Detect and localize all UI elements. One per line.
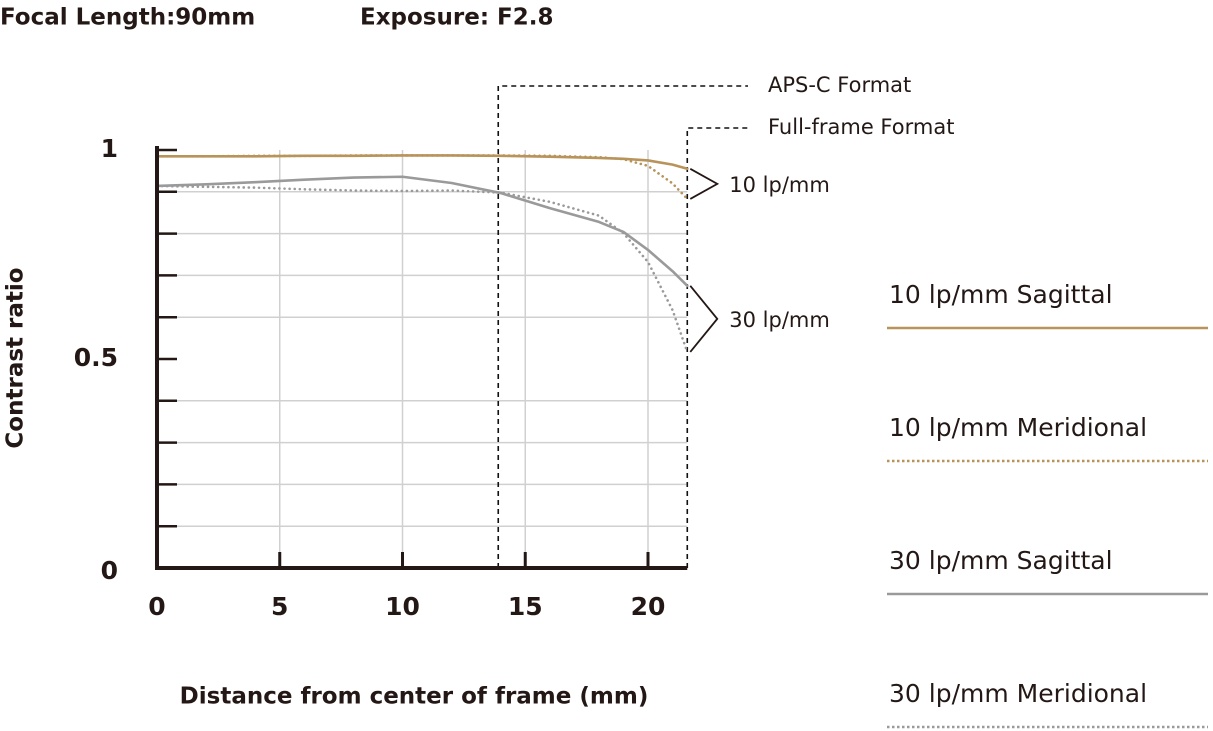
x-tick-label: 10 (385, 592, 420, 621)
x-tick-label: 0 (148, 592, 165, 621)
y-tick-label: 0.5 (74, 343, 118, 372)
legend-label: 30 lp/mm Sagittal (889, 546, 1113, 575)
format-label: APS-C Format (768, 73, 911, 97)
group-label: 10 lp/mm (729, 173, 830, 197)
y-tick-label: 0 (101, 556, 118, 585)
header-exposure: Exposure: F2.8 (360, 5, 553, 31)
legend-label: 30 lp/mm Meridional (889, 679, 1147, 708)
format-label: Full-frame Format (768, 115, 954, 139)
x-tick-label: 5 (271, 592, 288, 621)
y-axis-label: Contrast ratio (3, 267, 29, 448)
format-line (686, 127, 748, 568)
x-tick-label: 15 (508, 592, 543, 621)
x-tick-label: 20 (631, 592, 666, 621)
legend-label: 10 lp/mm Meridional (889, 413, 1147, 442)
legend-label: 10 lp/mm Sagittal (889, 280, 1113, 309)
series-line (155, 175, 689, 288)
format-line (497, 85, 748, 568)
y-tick-label: 1 (101, 134, 118, 163)
group-label: 30 lp/mm (729, 308, 830, 332)
series-line (155, 154, 689, 171)
group-bracket (689, 168, 720, 200)
group-bracket (689, 285, 719, 353)
x-axis-label: Distance from center of frame (mm) (180, 684, 649, 710)
series-line (155, 154, 689, 201)
header-focal: Focal Length:90mm (0, 5, 255, 31)
series-line (155, 184, 689, 354)
